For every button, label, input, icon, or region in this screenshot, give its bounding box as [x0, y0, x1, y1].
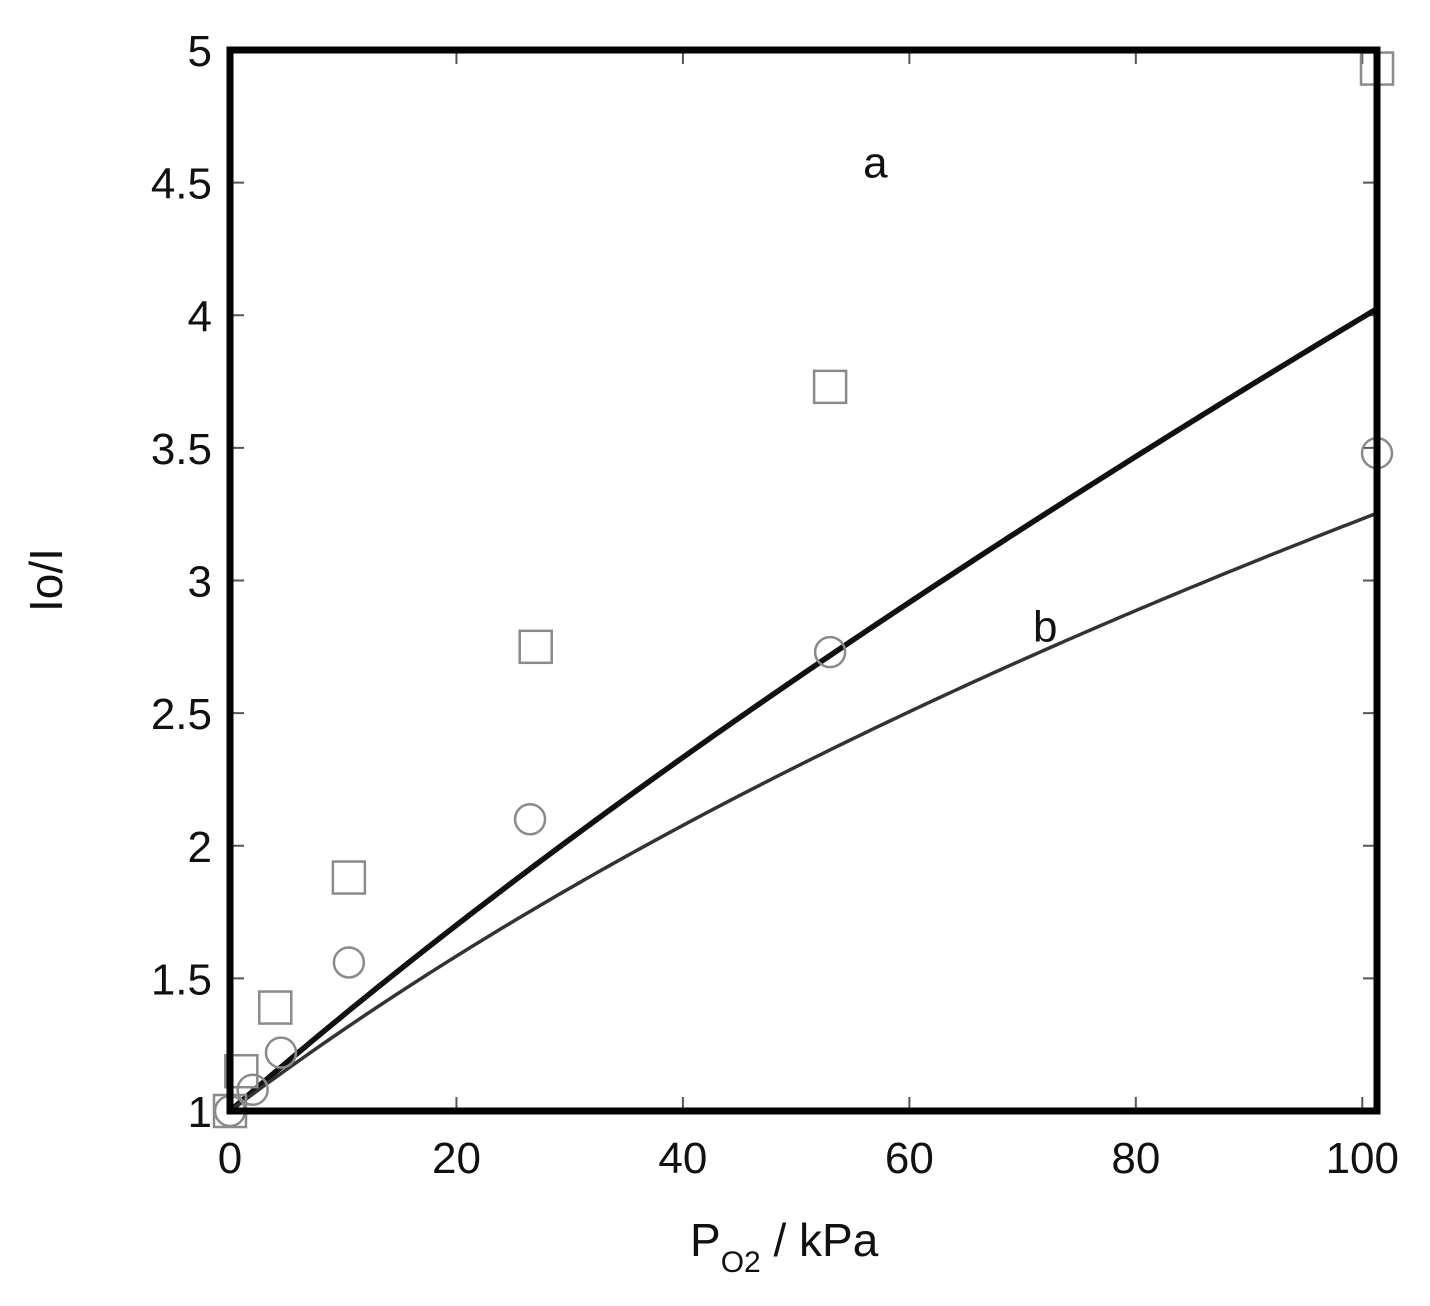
marker-b-circle: [236, 1073, 269, 1107]
y-tick-label: 1: [188, 1088, 212, 1137]
curve-label-a: a: [863, 138, 888, 187]
data-markers: [212, 51, 1395, 1129]
y-tick-label: 4.5: [151, 160, 212, 209]
plot-frame: [226, 46, 1381, 1115]
curve-annotations: ab: [863, 138, 1057, 651]
y-tick-label: 1.5: [151, 955, 212, 1004]
fit-curves: [228, 306, 1379, 1114]
y-tick-label: 2.5: [151, 690, 212, 739]
marker-a-square: [331, 860, 367, 895]
marker-b-circle: [332, 946, 366, 979]
marker-b-circle: [813, 635, 847, 669]
y-tick-label: 3.5: [151, 425, 212, 474]
x-tick-labels: 0 20 40 60 80 100: [218, 1134, 1399, 1183]
x-tick-label: 0: [218, 1134, 242, 1183]
x-tick-label: 20: [432, 1134, 481, 1183]
y-tick-label: 2: [188, 823, 212, 872]
fit-curve-b: [228, 511, 1378, 1113]
curve-label-b: b: [1033, 603, 1057, 652]
fit-curve-a: [228, 306, 1379, 1114]
marker-a-square: [224, 1053, 259, 1089]
x-tick-label: 80: [1111, 1134, 1160, 1183]
marker-a-square: [258, 990, 293, 1025]
y-tick-label: 5: [188, 27, 212, 76]
marker-b-circle: [513, 802, 547, 836]
x-tick-label: 60: [885, 1134, 934, 1183]
x-tick-label: 40: [658, 1134, 707, 1183]
marker-b-circle: [264, 1036, 298, 1069]
x-tick-label: 100: [1326, 1134, 1399, 1183]
y-axis-label: Io/I: [20, 548, 72, 612]
y-tick-label: 4: [188, 292, 212, 341]
marker-a-square: [812, 369, 848, 405]
x-axis-label: PO2 / kPa: [690, 1214, 879, 1279]
y-tick-labels: 1 1.5 2 2.5 3 3.5 4 4.5 5: [151, 27, 212, 1137]
y-tick-label: 3: [188, 558, 212, 607]
marker-a-square: [518, 629, 553, 665]
